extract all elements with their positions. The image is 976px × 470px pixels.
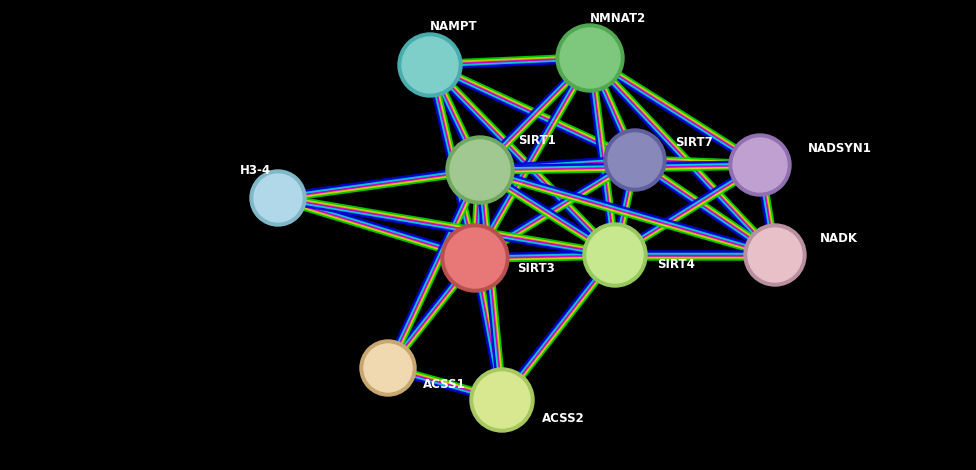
Text: NADK: NADK bbox=[820, 233, 858, 245]
Circle shape bbox=[587, 227, 643, 283]
Text: NAMPT: NAMPT bbox=[430, 21, 477, 33]
Circle shape bbox=[250, 170, 306, 226]
Text: SIRT4: SIRT4 bbox=[657, 258, 695, 272]
Circle shape bbox=[560, 28, 620, 88]
Circle shape bbox=[402, 37, 458, 93]
Circle shape bbox=[360, 340, 416, 396]
Circle shape bbox=[608, 133, 662, 187]
Circle shape bbox=[446, 136, 514, 204]
Circle shape bbox=[604, 129, 666, 191]
Text: ACSS1: ACSS1 bbox=[423, 377, 466, 391]
Circle shape bbox=[744, 224, 806, 286]
Circle shape bbox=[398, 33, 462, 97]
Text: NMNAT2: NMNAT2 bbox=[590, 11, 646, 24]
Circle shape bbox=[583, 223, 647, 287]
Circle shape bbox=[733, 138, 787, 192]
Text: ACSS2: ACSS2 bbox=[542, 412, 585, 424]
Circle shape bbox=[729, 134, 791, 196]
Circle shape bbox=[445, 228, 505, 288]
Circle shape bbox=[450, 140, 510, 200]
Text: SIRT3: SIRT3 bbox=[517, 261, 554, 274]
Circle shape bbox=[254, 174, 302, 222]
Circle shape bbox=[474, 372, 530, 428]
Circle shape bbox=[748, 228, 802, 282]
Circle shape bbox=[556, 24, 624, 92]
Text: SIRT7: SIRT7 bbox=[675, 135, 712, 149]
Text: SIRT1: SIRT1 bbox=[518, 133, 555, 147]
Text: NADSYN1: NADSYN1 bbox=[808, 142, 872, 156]
Circle shape bbox=[364, 344, 412, 392]
Circle shape bbox=[470, 368, 534, 432]
Text: H3-4: H3-4 bbox=[240, 164, 271, 177]
Circle shape bbox=[441, 224, 509, 292]
